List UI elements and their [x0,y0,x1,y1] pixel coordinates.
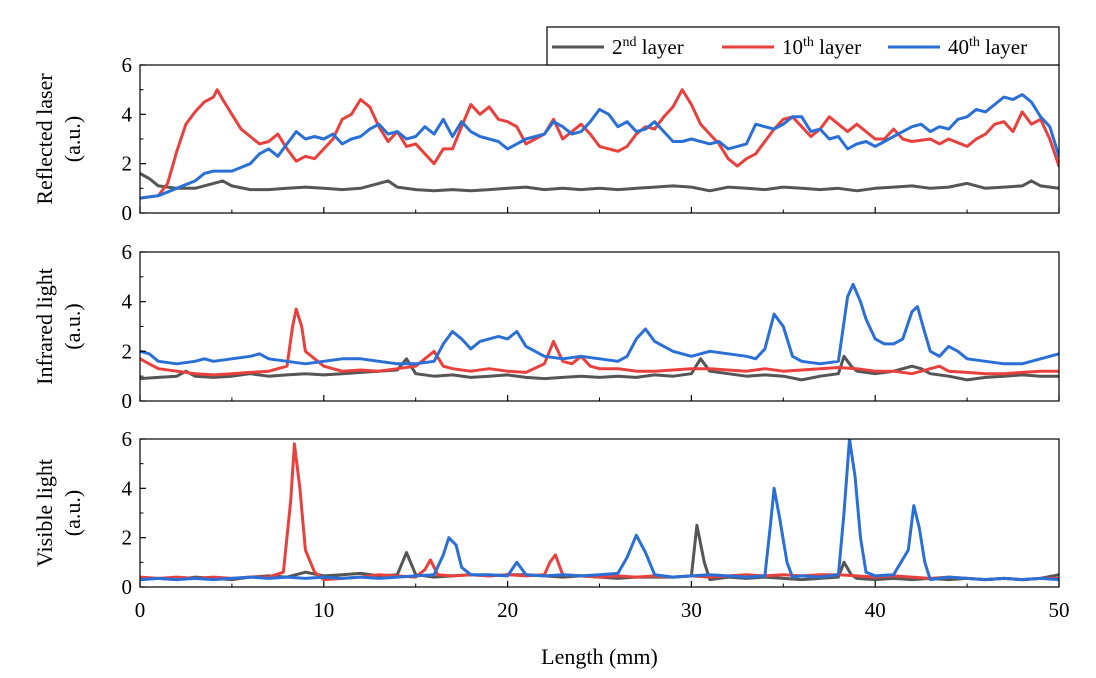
y-axis-label: Visible light (a.u.) [32,459,85,567]
legend: 2nd layer 10th layer 40th layer [546,26,1060,66]
legend-label-base: 2 [612,35,623,59]
y-axis-label-line1: Visible light [32,459,57,567]
y-tick-label: 6 [122,53,133,77]
series-line-layer40 [140,93,1059,200]
y-tick-label: 2 [122,152,133,176]
legend-box [546,26,1060,66]
legend-label-sup: nd [623,35,637,50]
series-line-layer40 [140,282,1059,366]
x-axis-label: Length (mm) [541,644,658,669]
y-tick-label: 2 [122,526,133,550]
x-tick-label: 10 [313,598,334,622]
y-tick-label: 4 [122,290,133,314]
panel-1: 0 2 4 6 Reflected laser (a.u.) [32,53,1060,225]
x-tick-label: 30 [681,598,702,622]
y-axis-label-line2: (a.u.) [60,490,85,536]
panel-frame [139,438,1060,588]
series-line-layer10 [140,88,1059,200]
series-line-layer10 [140,442,1059,582]
legend-label-sup: th [969,35,980,50]
series-line-layer40 [140,439,1059,582]
legend-label-sup: th [803,35,814,50]
legend-label-suffix: layer [980,35,1027,59]
legend-label-base: 10 [782,35,803,59]
x-tick-label: 0 [135,598,146,622]
y-tick-label: 6 [122,240,133,264]
panel-2: 0 2 4 6 Infrared light (a.u.) [32,240,1060,413]
y-tick-label: 0 [122,201,133,225]
legend-label: 2nd layer [612,35,684,59]
y-axis-label-line2: (a.u.) [60,303,85,349]
series-line-layer2 [140,172,1059,193]
x-tick-label: 50 [1049,598,1070,622]
y-tick-label: 4 [122,476,133,500]
legend-label-base: 40 [948,35,969,59]
y-axis-label: Reflected laser (a.u.) [32,73,85,205]
panel-3: 0 2 4 6 0 10 20 30 40 50 Visible light (a.u.) [32,427,1070,622]
x-tick-label: 20 [497,598,518,622]
legend-label: 40th layer [948,35,1027,59]
series-line-layer10 [140,307,1059,377]
y-axis-label: Infrared light (a.u.) [32,268,85,385]
y-tick-label: 0 [122,575,133,599]
legend-label-suffix: layer [814,35,861,59]
y-tick-label: 4 [122,102,133,126]
y-tick-label: 0 [122,389,133,413]
series-line-layer2 [140,354,1059,382]
x-tick-label: 40 [865,598,886,622]
y-tick-label: 2 [122,339,133,363]
y-axis-label-line2: (a.u.) [60,116,85,162]
legend-label: 10th layer [782,35,861,59]
y-tick-label: 6 [122,427,133,451]
y-axis-label-line1: Reflected laser [32,73,57,205]
legend-label-suffix: layer [637,35,684,59]
y-axis-label-line1: Infrared light [32,268,57,385]
